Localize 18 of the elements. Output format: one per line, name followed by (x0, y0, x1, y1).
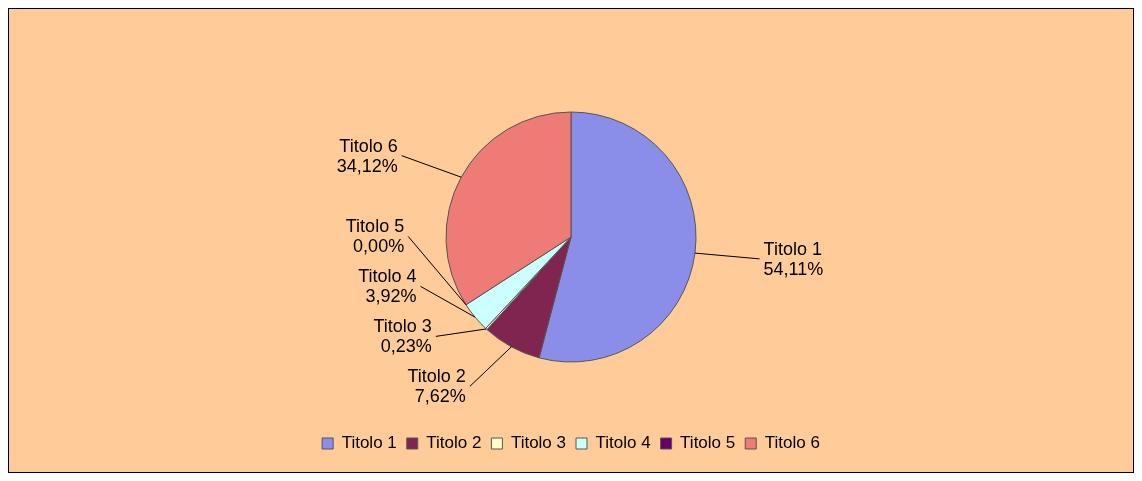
data-label: 0,23% (380, 336, 432, 357)
text: 0,00% (353, 236, 405, 257)
slice-label: Titolo 6 (339, 135, 398, 156)
data-label: 3,92% (365, 286, 417, 307)
legend-label: Titolo 5 (680, 433, 736, 453)
data-label: 54,11% (763, 258, 824, 279)
legend-label: Titolo 2 (426, 433, 482, 453)
legend-label: Titolo 6 (764, 433, 820, 453)
legend-label: Titolo 4 (595, 433, 651, 453)
category-label: Titolo 5 (345, 216, 405, 237)
legend-label: Titolo 1 (341, 433, 397, 453)
slice-label: Titolo 1 (763, 238, 822, 259)
slice-label: Titolo 4 (358, 266, 417, 287)
legend-label: Titolo 3 (510, 433, 567, 453)
data-label: 7,62% (414, 386, 466, 407)
slice-label: Titolo 3 (373, 316, 432, 337)
data-label: 34,12% (336, 155, 398, 176)
slice-label: Titolo 2 (407, 366, 466, 387)
